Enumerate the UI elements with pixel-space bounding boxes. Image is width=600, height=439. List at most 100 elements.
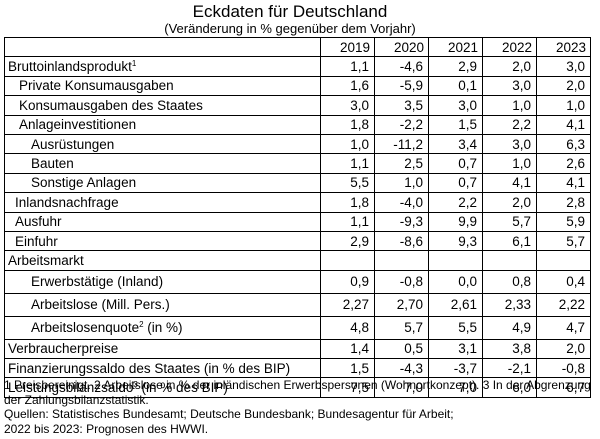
value-cell: 1,1	[320, 153, 375, 174]
value-cell: 6,7	[536, 377, 591, 398]
table-row: Anlageinvestitionen 1,8 -2,2 1,5 2,2 4,1	[4, 114, 591, 135]
value-cell: -11,2	[374, 133, 429, 155]
empty-cell	[482, 250, 537, 271]
value-cell: 1,1	[320, 211, 375, 232]
value-cell: 3,0	[428, 95, 483, 116]
row-label: Anlageinvestitionen	[4, 114, 321, 135]
value-cell: 7,0	[428, 377, 483, 398]
footnote-text: 1 Preisbereinigt. 2 Arbeitslose in % der…	[4, 378, 591, 407]
year-header: 2021	[428, 36, 483, 58]
table-row: Ausrüstungen 1,0 -11,2 3,4 3,0 6,3	[4, 133, 591, 155]
value-cell: 5,7	[536, 230, 591, 252]
row-label: Ausrüstungen	[4, 133, 321, 155]
value-cell: 1,8	[320, 192, 375, 213]
value-cell: 2,22	[536, 292, 591, 317]
table-row: Ausfuhr 1,1 -9,3 9,9 5,7 5,9	[4, 211, 591, 232]
value-cell: 4,1	[482, 172, 537, 194]
value-cell: 5,5	[428, 315, 483, 340]
table-row: Private Konsumausgaben 1,6 -5,9 0,1 3,0 …	[4, 75, 591, 97]
value-cell: 7,0	[374, 377, 429, 398]
table-title: Eckdaten für Deutschland	[192, 2, 388, 21]
value-cell: 0,0	[428, 269, 483, 294]
value-cell: 0,9	[320, 269, 375, 294]
value-cell: 1,0	[320, 133, 375, 155]
value-cell: 9,9	[428, 211, 483, 232]
value-cell: -2,1	[482, 358, 537, 379]
row-label: Inlandsnachfrage	[4, 192, 321, 213]
value-cell: 2,9	[320, 230, 375, 252]
table-row: Einfuhr 2,9 -8,6 9,3 6,1 5,7	[4, 230, 591, 252]
empty-cell	[428, 250, 483, 271]
value-cell: 2,27	[320, 292, 375, 317]
value-cell: -9,3	[374, 211, 429, 232]
value-cell: -4,6	[374, 56, 429, 77]
value-cell: 2,6	[536, 153, 591, 174]
row-label: Sonstige Anlagen	[4, 172, 321, 194]
footnote-marker: 3	[133, 380, 138, 390]
row-label: Arbeitslose (Mill. Pers.)	[4, 292, 321, 317]
value-cell: -8,6	[374, 230, 429, 252]
row-label: Verbraucherpreise	[4, 338, 321, 360]
year-header: 2020	[374, 36, 429, 58]
data-table: 2019 2020 2021 2022 2023 Bruttoinlandspr…	[4, 36, 591, 398]
value-cell: 1,0	[482, 95, 537, 116]
value-cell: 1,0	[536, 95, 591, 116]
value-cell: 0,8	[482, 269, 537, 294]
year-header: 2023	[536, 36, 591, 58]
value-cell: -0,8	[536, 358, 591, 379]
value-cell: 2,2	[482, 114, 537, 135]
value-cell: 2,5	[374, 153, 429, 174]
table-row: Leistungsbilanzsaldo3 (in % des BIP) 7,5…	[4, 377, 591, 398]
row-label: Ausfuhr	[4, 211, 321, 232]
value-cell: 3,0	[482, 75, 537, 97]
row-label-text: Bruttoinlandsprodukt	[8, 59, 132, 75]
value-cell: 4,7	[536, 315, 591, 340]
table-row: Bauten 1,1 2,5 0,7 1,0 2,6	[4, 153, 591, 174]
row-label: Einfuhr	[4, 230, 321, 252]
sources-text: Quellen: Statistisches Bundesamt; Deutsc…	[4, 407, 454, 421]
footnote-marker: 1	[131, 59, 137, 69]
value-cell: 2,2	[428, 192, 483, 213]
table-row: Sonstige Anlagen 5,5 1,0 0,7 4,1 4,1	[4, 172, 591, 194]
row-label: Arbeitslosenquote2 (in %)	[4, 315, 321, 340]
value-cell: 9,3	[428, 230, 483, 252]
value-cell: 0,7	[428, 153, 483, 174]
table-row: Arbeitslosenquote2 (in %) 4,8 5,7 5,5 4,…	[4, 315, 591, 340]
value-cell: 4,8	[320, 315, 375, 340]
value-cell: 6,1	[482, 230, 537, 252]
value-cell: 5,7	[482, 211, 537, 232]
footnotes: 1 Preisbereinigt. 2 Arbeitslose in % der…	[4, 378, 594, 436]
value-cell: 2,61	[428, 292, 483, 317]
row-label: Bruttoinlandsprodukt1	[4, 56, 321, 77]
value-cell: 3,1	[428, 338, 483, 360]
value-cell: -4,0	[374, 192, 429, 213]
value-cell: 3,8	[482, 338, 537, 360]
value-cell: 1,4	[320, 338, 375, 360]
value-cell: 0,5	[374, 338, 429, 360]
value-cell: 2,33	[482, 292, 537, 317]
table-row: Arbeitslose (Mill. Pers.) 2,27 2,70 2,61…	[4, 292, 591, 317]
empty-cell	[536, 250, 591, 271]
table-row: Bruttoinlandsprodukt1 1,1 -4,6 2,9 2,0 3…	[4, 56, 591, 77]
value-cell: 2,0	[482, 56, 537, 77]
value-cell: 5,7	[374, 315, 429, 340]
value-cell: 5,9	[536, 211, 591, 232]
value-cell: 4,1	[536, 172, 591, 194]
value-cell: 4,9	[482, 315, 537, 340]
footnote-marker: 2	[139, 320, 144, 330]
value-cell: -4,3	[374, 358, 429, 379]
value-cell: 1,0	[374, 172, 429, 194]
value-cell: 1,8	[320, 114, 375, 135]
row-label: Erwerbstätige (Inland)	[4, 269, 321, 294]
section-label: Arbeitsmarkt	[4, 250, 321, 271]
value-cell: 0,4	[536, 269, 591, 294]
value-cell: 7,5	[320, 377, 375, 398]
value-cell: 2,0	[482, 192, 537, 213]
value-cell: 2,0	[536, 75, 591, 97]
table-subtitle: (Veränderung in % gegenüber dem Vorjahr)	[164, 21, 416, 36]
value-cell: 3,0	[536, 56, 591, 77]
row-label-suffix: (in %)	[143, 320, 183, 336]
row-label-suffix: (in % des BIP)	[137, 380, 228, 396]
value-cell: 3,0	[320, 95, 375, 116]
value-cell: 3,5	[374, 95, 429, 116]
